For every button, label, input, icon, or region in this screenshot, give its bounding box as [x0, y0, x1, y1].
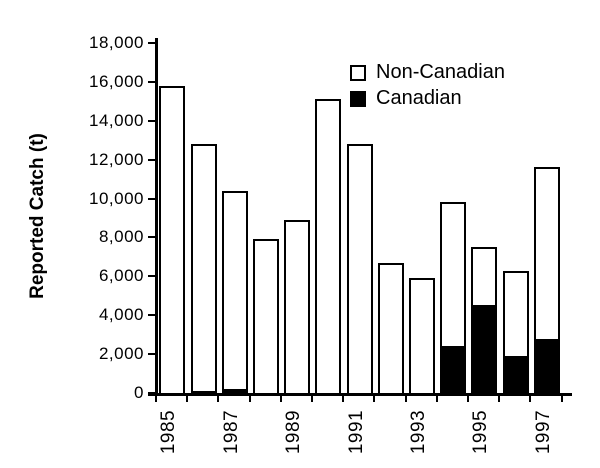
bar-1996 — [502, 270, 529, 393]
bar-1988 — [253, 239, 279, 393]
y-tick-mark — [148, 236, 156, 239]
bar-1990 — [315, 99, 342, 393]
canadian-segment-1986 — [192, 391, 215, 393]
y-axis-title: Reported Catch (t) — [27, 133, 48, 299]
legend-label: Canadian — [376, 87, 462, 109]
bar-1992 — [377, 262, 404, 393]
x-tick-mark — [186, 395, 189, 402]
bar-1985 — [159, 85, 186, 393]
x-tick-mark — [373, 395, 376, 402]
bar-1993 — [409, 278, 435, 393]
x-tick-mark — [311, 395, 313, 402]
x-tick-mark — [342, 395, 345, 402]
bar-1995 — [471, 247, 498, 393]
x-tick-mark — [248, 395, 251, 402]
legend-label: Non-Canadian — [376, 61, 505, 83]
bar-1991 — [346, 144, 373, 393]
bar-1994 — [440, 202, 467, 393]
x-tick-mark — [279, 395, 282, 402]
y-tick-mark — [148, 80, 156, 83]
y-tick-mark — [148, 392, 156, 394]
y-tick-label: 18,000 — [89, 33, 144, 52]
y-tick-mark — [148, 353, 156, 356]
x-tick-label: 1987 — [220, 409, 242, 455]
canadian-segment-1996 — [504, 356, 527, 393]
canadian-swatch-icon — [350, 91, 366, 107]
x-tick-mark — [498, 395, 501, 402]
bar-1987 — [221, 190, 248, 393]
y-tick-label: 8,000 — [98, 227, 144, 247]
x-tick-label: 1995 — [470, 409, 492, 455]
non-canadian-swatch-icon — [350, 65, 366, 81]
y-tick-mark — [148, 42, 156, 44]
x-tick-mark — [560, 395, 563, 402]
y-tick-mark — [148, 158, 156, 161]
x-tick-label: 1993 — [408, 409, 429, 455]
y-tick-label: 16,000 — [89, 71, 144, 91]
bar-1989 — [284, 219, 311, 393]
x-tick-mark — [435, 395, 438, 402]
y-tick-label: 12,000 — [89, 149, 144, 169]
y-tick-label: 0 — [134, 383, 144, 402]
x-tick-label: 1989 — [283, 409, 305, 455]
y-tick-mark — [148, 314, 156, 317]
y-tick-label: 14,000 — [89, 110, 144, 130]
y-tick-label: 4,000 — [98, 305, 144, 325]
canadian-segment-1995 — [473, 305, 496, 393]
y-tick-label: 2,000 — [98, 344, 144, 364]
x-tick-mark — [155, 395, 157, 402]
x-tick-label: 1985 — [158, 409, 180, 455]
canadian-segment-1994 — [442, 346, 465, 393]
x-axis-line — [148, 393, 572, 396]
bar-1986 — [190, 144, 217, 393]
x-tick-label: 1991 — [345, 409, 367, 455]
canadian-segment-1987 — [223, 389, 246, 393]
x-tick-label: 1997 — [532, 409, 554, 455]
y-tick-mark — [148, 197, 156, 200]
x-tick-mark — [217, 395, 220, 402]
y-tick-label: 6,000 — [98, 266, 144, 286]
y-tick-mark — [148, 275, 156, 278]
x-tick-mark — [467, 395, 469, 402]
x-tick-mark — [529, 395, 532, 402]
y-tick-label: 10,000 — [89, 188, 144, 208]
bar-1997 — [533, 167, 560, 393]
y-axis-line — [155, 38, 158, 395]
canadian-segment-1997 — [535, 338, 558, 393]
y-tick-mark — [148, 119, 156, 122]
x-tick-mark — [404, 395, 407, 402]
